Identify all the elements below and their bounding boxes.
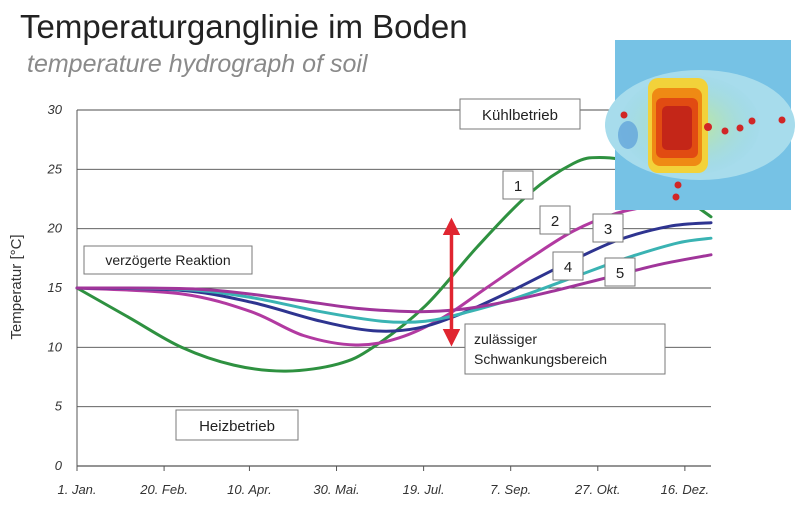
y-tick-25: 25 bbox=[47, 161, 63, 176]
series-3-label-box bbox=[592, 213, 624, 243]
x-tick-label-2: 10. Apr. bbox=[227, 482, 272, 497]
kuehlbetrieb-box bbox=[459, 98, 581, 130]
x-tick-label-4: 19. Jul. bbox=[403, 482, 445, 497]
x-tick-label-0: 1. Jan. bbox=[57, 482, 96, 497]
series-2-label: 2 bbox=[551, 213, 559, 230]
y-axis-label: Temperatur [°C] bbox=[8, 234, 25, 339]
verzoegerte-reaktion-label: verzögerte Reaktion bbox=[105, 252, 230, 268]
y-tick-30: 30 bbox=[48, 102, 63, 117]
kuehlbetrieb-label: Kühlbetrieb bbox=[482, 107, 558, 124]
thermal-simulation-image bbox=[605, 40, 795, 210]
series-5-label-box bbox=[604, 257, 636, 287]
series-5-label: 5 bbox=[616, 265, 624, 282]
y-tick-0: 0 bbox=[55, 458, 63, 473]
y-tick-5: 5 bbox=[55, 399, 63, 414]
y-tick-10: 10 bbox=[48, 339, 63, 354]
x-tick-label-7: 16. Dez. bbox=[661, 482, 709, 497]
series-1-label-box bbox=[502, 170, 534, 200]
y-axis-ticks: 0 5 10 15 20 25 30 bbox=[47, 102, 63, 473]
x-tick-label-5: 7. Sep. bbox=[490, 482, 531, 497]
heizbetrieb-label: Heizbetrieb bbox=[199, 418, 275, 435]
x-tick-label-6: 27. Okt. bbox=[574, 482, 621, 497]
series-2-label-box bbox=[539, 205, 571, 235]
heizbetrieb-box bbox=[175, 409, 299, 441]
series-3-label: 3 bbox=[604, 221, 612, 238]
y-tick-20: 20 bbox=[47, 221, 63, 236]
y-tick-15: 15 bbox=[48, 280, 63, 295]
schwankungsbereich-label-line2: Schwankungsbereich bbox=[474, 351, 607, 367]
x-axis-ticks: 1. Jan. 20. Feb. 10. Apr. 30. Mai. 19. Jul. 7… bbox=[57, 466, 709, 497]
schwankungsbereich-label-line1: zulässiger bbox=[474, 331, 537, 347]
series-number-labels: 1 2 3 4 5 bbox=[502, 170, 636, 287]
series-4-label: 4 bbox=[564, 259, 572, 276]
x-tick-label-3: 30. Mai. bbox=[313, 482, 359, 497]
chart-title: Temperaturganglinie im Boden bbox=[20, 8, 468, 45]
series-1-label: 1 bbox=[514, 178, 522, 195]
series-4-label-box bbox=[552, 251, 584, 281]
chart-subtitle: temperature hydrograph of soil bbox=[27, 50, 368, 78]
x-tick-label-1: 20. Feb. bbox=[139, 482, 188, 497]
schwankungsbereich-box bbox=[464, 323, 666, 375]
verzoegerte-reaktion-box bbox=[83, 245, 253, 275]
